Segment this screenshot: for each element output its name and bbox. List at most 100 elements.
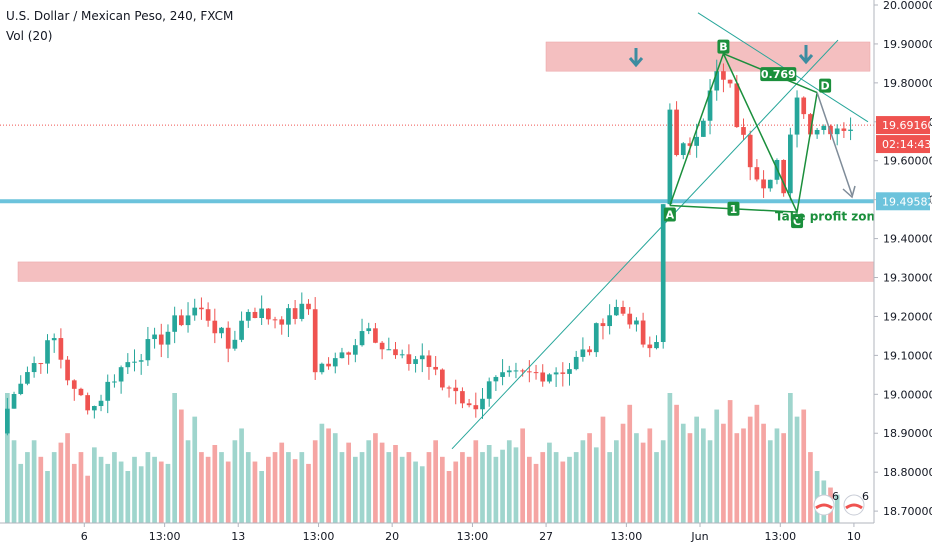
x-tick-label: 13:00 — [457, 530, 489, 543]
volume-bar — [379, 442, 385, 523]
candle — [393, 341, 398, 359]
candle — [18, 375, 24, 396]
candle — [125, 353, 131, 374]
candle-body — [600, 323, 606, 327]
y-tick-label: 19.60000 — [883, 155, 932, 168]
candle-body — [694, 136, 699, 146]
volume-bar — [51, 452, 57, 523]
volume-bar — [239, 428, 244, 523]
candle — [185, 302, 191, 333]
candle-body — [245, 311, 251, 321]
candle-body — [373, 328, 378, 343]
volume-bar — [386, 452, 392, 523]
candle-body — [11, 394, 17, 409]
volume-bar — [600, 416, 606, 523]
volume-bar — [145, 452, 151, 523]
candle-body — [118, 367, 124, 382]
candle — [92, 405, 97, 419]
candle — [279, 316, 285, 335]
pattern-point-a-label: A — [666, 208, 675, 221]
candle — [353, 338, 358, 363]
candle — [286, 303, 291, 338]
volume-bar — [11, 440, 17, 523]
volume-bar — [152, 456, 157, 523]
candle-body — [841, 128, 847, 131]
candle-body — [332, 358, 338, 367]
volume-bar — [466, 456, 472, 523]
candle-body — [687, 143, 693, 146]
volume-bar — [781, 433, 786, 523]
volume-bar — [346, 442, 351, 523]
volume-bar — [734, 433, 740, 523]
volume-bar — [98, 456, 104, 523]
candle — [747, 130, 753, 181]
volume-bar — [332, 433, 338, 523]
volume-bar — [172, 393, 177, 523]
candle-body — [660, 204, 666, 342]
x-tick-label: 20 — [385, 530, 399, 543]
candle-body — [634, 320, 639, 325]
projection-arrow — [816, 92, 853, 196]
candle — [440, 368, 445, 391]
candle — [660, 204, 666, 349]
candle — [78, 387, 84, 397]
volume-bar — [486, 445, 492, 523]
candle — [674, 101, 679, 157]
volume-bar — [560, 461, 566, 523]
volume-bar — [185, 440, 191, 523]
candle-body — [406, 354, 412, 364]
candle-body — [366, 328, 372, 332]
candle-body — [353, 345, 358, 355]
volume-bar — [493, 456, 499, 523]
candle-body — [158, 334, 164, 345]
candle — [453, 379, 459, 405]
candle — [540, 364, 546, 387]
candle-body — [78, 388, 84, 396]
candle-body — [767, 179, 773, 189]
volume-indicator-label[interactable]: Vol (20) — [6, 29, 53, 43]
candle — [667, 103, 673, 205]
candle — [339, 347, 345, 359]
volume-bar — [112, 452, 117, 523]
arrow-head — [798, 54, 814, 65]
candle-body — [714, 71, 720, 91]
countdown-badge-bg — [876, 135, 930, 154]
candle — [205, 302, 211, 327]
candle-body — [587, 349, 592, 353]
candle — [245, 309, 251, 328]
volume-bar — [707, 440, 713, 523]
x-tick-label: Jun — [690, 530, 708, 543]
candle — [788, 127, 793, 201]
candle-body — [98, 400, 104, 407]
candle — [31, 356, 37, 378]
x-tick-label: 13:00 — [149, 530, 181, 543]
candle-body — [654, 341, 659, 349]
candle-body — [500, 372, 505, 377]
candle-body — [259, 308, 264, 319]
candle — [560, 362, 566, 387]
x-tick-label: 13:00 — [611, 530, 643, 543]
candle — [312, 297, 318, 380]
x-tick-label: 6 — [81, 530, 88, 543]
pattern-point-box — [819, 78, 832, 93]
candle-body — [399, 354, 405, 356]
volume-bar — [647, 428, 653, 523]
candle — [132, 349, 137, 372]
candle-body — [45, 340, 50, 364]
candle-body — [105, 381, 111, 401]
candle — [292, 299, 298, 325]
candle-body — [527, 371, 532, 373]
candle — [446, 385, 452, 398]
candle — [620, 300, 626, 316]
volume-bar — [373, 433, 378, 523]
candle-body — [614, 306, 619, 316]
volume-bar — [801, 409, 807, 523]
candle — [486, 377, 492, 407]
candle — [379, 341, 385, 360]
volume-bar — [687, 433, 693, 523]
candle-body — [473, 405, 479, 410]
candle — [145, 326, 151, 366]
volume-bar — [533, 463, 539, 523]
